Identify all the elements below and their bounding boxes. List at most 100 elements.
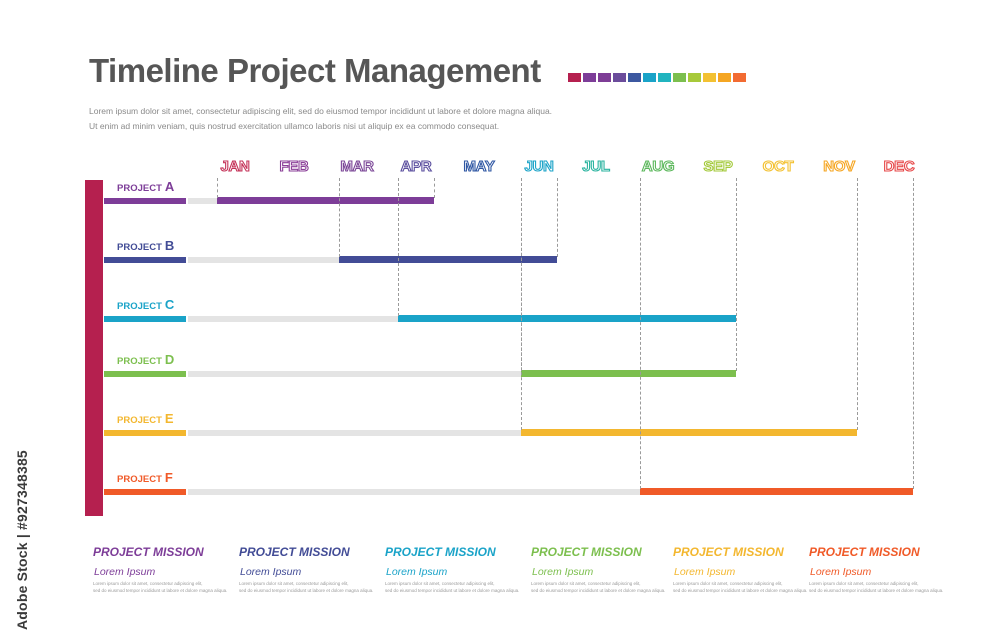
project-letter: F [164,470,173,485]
month-label-aug: AUG [641,157,675,175]
mission-title: PROJECT MISSION [673,545,784,559]
project-bar [217,197,434,204]
project-mission: PROJECT MISSION Lorem Ipsum Lorem ipsum do… [239,545,389,594]
mission-subtitle: Lorem Ipsum [810,566,872,578]
project-label: PROJECT D [117,352,174,367]
color-swatch [598,73,611,82]
month-label-may: MAY [463,157,495,175]
month-guide-line [857,178,858,430]
project-idle-track [188,257,339,263]
month-label-jan: JAN [220,157,251,175]
project-label: PROJECT A [117,179,174,194]
description-line: Ut enim ad minim veniam, quis nostrud ex… [89,121,500,131]
project-label-text: PROJECT [117,242,162,253]
project-mission: PROJECT MISSION Lorem Ipsum Lorem ipsum do… [673,545,823,594]
project-bar [521,370,736,377]
project-stub [104,489,186,495]
mission-body-line: sed do eiusmod tempor incididunt ut labo… [93,588,228,593]
month-label-nov: NOV [823,157,856,175]
project-idle-track [188,489,640,495]
project-label-text: PROJECT [117,183,162,194]
project-label-text: PROJECT [117,415,162,426]
page-title: Timeline Project Management [89,52,541,89]
mission-body-line: sed do eiusmod tempor incididunt ut labo… [673,588,808,593]
project-mission: PROJECT MISSION Lorem Ipsum Lorem ipsum do… [385,545,535,594]
project-label-text: PROJECT [117,356,162,367]
mission-body-line: sed do eiusmod tempor incididunt ut labo… [239,588,374,593]
month-guide-line [217,178,218,198]
color-swatch-strip [568,73,746,82]
project-stub [104,257,186,263]
mission-body: Lorem ipsum dolor sit amet, consectetur … [531,580,681,594]
mission-body: Lorem ipsum dolor sit amet, consectetur … [93,580,243,594]
mission-body: Lorem ipsum dolor sit amet, consectetur … [385,580,535,594]
mission-body-line: sed do eiusmod tempor incididunt ut labo… [385,588,520,593]
month-label-oct: OCT [762,157,794,175]
month-label-sep: SEP [703,157,734,175]
project-stub [104,198,186,204]
color-swatch [568,73,581,82]
mission-body-line: Lorem ipsum dolor sit amet, consectetur … [531,581,641,586]
month-label-jun: JUN [524,157,555,175]
description: Lorem ipsum dolor sit amet, consectetur … [89,104,552,134]
month-guide-line [521,178,522,430]
color-swatch [673,73,686,82]
month-guide-line [913,178,914,489]
month-guide-line [434,178,435,198]
project-label-text: PROJECT [117,474,162,485]
project-mission: PROJECT MISSION Lorem Ipsum Lorem ipsum do… [809,545,959,594]
month-label-feb: FEB [279,157,310,175]
project-stub [104,371,186,377]
month-label-jul: JUL [582,157,611,175]
color-swatch [658,73,671,82]
project-letter: E [164,411,174,426]
mission-body: Lorem ipsum dolor sit amet, consectetur … [673,580,823,594]
mission-title: PROJECT MISSION [239,545,350,559]
month-guide-line [736,178,737,371]
mission-subtitle: Lorem Ipsum [240,566,302,578]
color-swatch [703,73,716,82]
mission-body-line: sed do eiusmod tempor incididunt ut labo… [809,588,944,593]
project-bar [640,488,913,495]
mission-body-line: Lorem ipsum dolor sit amet, consectetur … [385,581,495,586]
month-label-apr: APR [400,157,432,175]
project-label: PROJECT E [117,411,174,426]
project-bar [398,315,736,322]
mission-subtitle: Lorem Ipsum [94,566,156,578]
month-guide-line [557,178,558,257]
project-label: PROJECT B [117,238,174,253]
project-idle-track [188,430,521,436]
mission-subtitle: Lorem Ipsum [386,566,448,578]
month-label-dec: DEC [883,157,915,175]
mission-body-line: Lorem ipsum dolor sit amet, consectetur … [93,581,203,586]
mission-body-line: Lorem ipsum dolor sit amet, consectetur … [673,581,783,586]
mission-title: PROJECT MISSION [531,545,642,559]
color-swatch [628,73,641,82]
mission-body: Lorem ipsum dolor sit amet, consectetur … [239,580,389,594]
color-swatch [643,73,656,82]
mission-title: PROJECT MISSION [385,545,496,559]
project-idle-track [188,316,398,322]
month-guide-line [640,178,641,489]
project-bar [521,429,857,436]
mission-title: PROJECT MISSION [93,545,204,559]
project-letter: A [164,179,175,194]
color-swatch [613,73,626,82]
description-line: Lorem ipsum dolor sit amet, consectetur … [89,106,553,116]
mission-body-line: Lorem ipsum dolor sit amet, consectetur … [239,581,349,586]
color-swatch [718,73,731,82]
color-swatch [733,73,746,82]
mission-subtitle: Lorem Ipsum [674,566,736,578]
project-letter: B [164,238,175,253]
mission-body: Lorem ipsum dolor sit amet, consectetur … [809,580,959,594]
color-swatch [583,73,596,82]
month-guide-line [339,178,340,257]
timeline-axis-bar [85,180,103,516]
project-stub [104,430,186,436]
mission-title: PROJECT MISSION [809,545,920,559]
project-label-text: PROJECT [117,301,162,312]
project-idle-track [188,198,217,204]
project-bar [339,256,557,263]
project-mission: PROJECT MISSION Lorem Ipsum Lorem ipsum do… [93,545,243,594]
month-label-mar: MAR [340,157,375,175]
